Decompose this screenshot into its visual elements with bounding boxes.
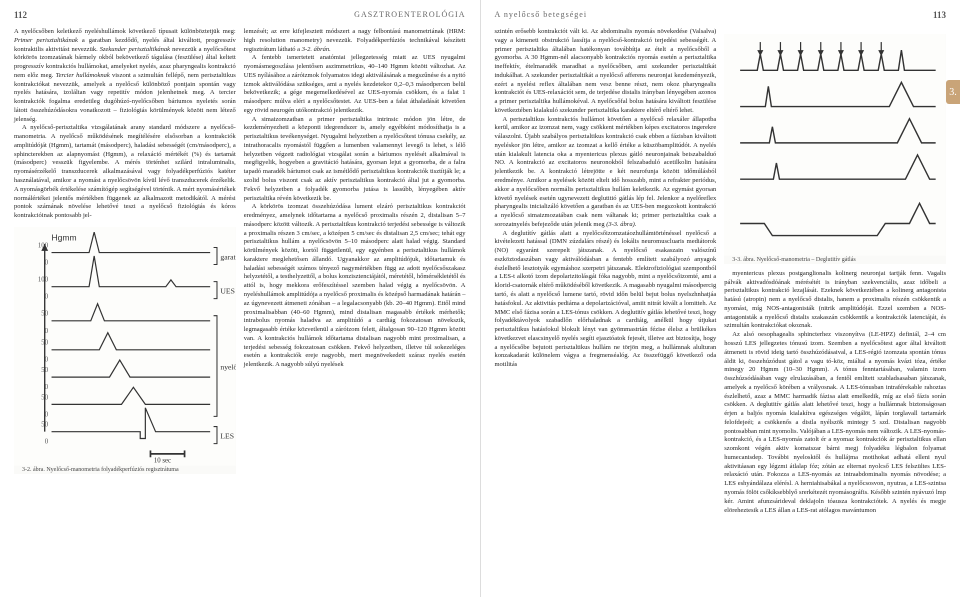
body-text: szintén erősebb kontrakciót vált ki. Az … (495, 28, 717, 116)
body-text: A simaizomzatban a primer perisztaltika … (244, 116, 466, 204)
svg-text:10 sec: 10 sec (154, 457, 171, 464)
left-col-2: lemzését; az erre kifejlesztett módszert… (244, 28, 466, 480)
svg-text:Hgmm: Hgmm (52, 232, 77, 242)
right-col-2: 3-3. ábra. Nyelőcső-manometria – Degluti… (724, 28, 946, 515)
figure-caption: 3-3. ábra. Nyelőcső-manometria – Degluti… (724, 256, 946, 264)
body-text: A deglutítív gátlás alatt a nyelőcsőizom… (495, 230, 717, 370)
figure-3-3: 3-3. ábra. Nyelőcső-manometria – Degluti… (724, 34, 946, 264)
section-title-right: A nyelőcső betegségei (495, 10, 588, 22)
svg-text:nyelőcsőtest: nyelőcsőtest (220, 362, 235, 371)
body-text: A körkörös izomzat összehúzódása lument … (244, 203, 466, 370)
body-text: A perisztaltikus kontrakciós hullámot kö… (495, 116, 717, 230)
svg-text:UES: UES (220, 286, 234, 295)
left-col-1: A nyelőcsőben keletkező nyeléshullámok k… (14, 28, 236, 480)
chapter-tab: 3. (946, 80, 960, 104)
svg-text:100: 100 (38, 276, 49, 283)
svg-text:0: 0 (45, 438, 49, 445)
section-title-left: GASZTROENTEROLÓGIA (354, 10, 465, 22)
body-text: A nyelőcső-perisztaltika vizsgálatának a… (14, 124, 236, 220)
right-page: A nyelőcső betegségei 113 3. szintén erő… (481, 0, 960, 597)
body-text: A fentebb ismertetett anatómiai jellegze… (244, 54, 466, 115)
left-page: 112 GASZTROENTEROLÓGIA A nyelőcsőben kel… (0, 0, 481, 597)
figure-caption: 3-2. ábra. Nyelőcső-manometria folyadékp… (14, 466, 236, 474)
page-number-left: 112 (14, 10, 27, 22)
body-text: Az alsó oesophagealis sphincterhez viszo… (724, 331, 946, 515)
svg-text:LES: LES (220, 431, 234, 440)
page-number-right: 113 (933, 10, 946, 22)
body-text: lemzését; az erre kifejlesztett módszert… (244, 28, 466, 54)
body-text: A nyelőcsőben keletkező nyeléshullámok k… (14, 28, 236, 124)
body-text: myentericus plexus postganglionalis koli… (724, 270, 946, 331)
right-col-1: szintén erősebb kontrakciót vált ki. Az … (495, 28, 717, 515)
svg-text:garat: garat (220, 252, 235, 261)
figure-3-2: Hgmm10001000500500500500500garatUESnyelő… (14, 227, 236, 474)
